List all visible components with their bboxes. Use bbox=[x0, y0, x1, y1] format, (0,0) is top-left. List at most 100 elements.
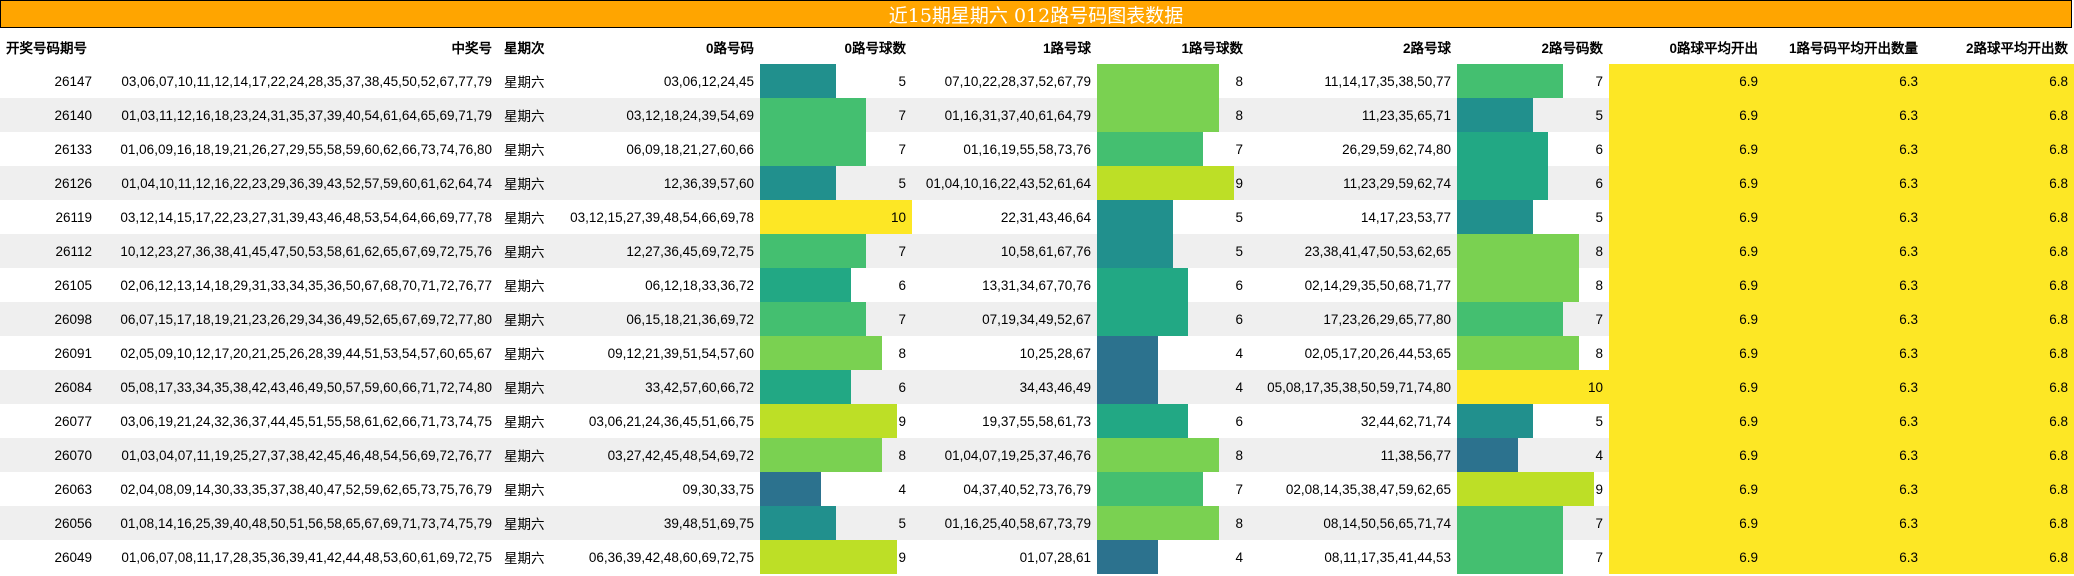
issue-cell[interactable]: 26084 bbox=[0, 370, 98, 404]
route2-avg-cell[interactable]: 6.8 bbox=[1924, 132, 2074, 166]
route2-count-cell[interactable]: 7 bbox=[1457, 540, 1609, 574]
issue-cell[interactable]: 26147 bbox=[0, 64, 98, 98]
route0-numbers-cell[interactable]: 09,12,21,39,51,54,57,60 bbox=[552, 336, 760, 370]
route2-count-cell[interactable]: 7 bbox=[1457, 302, 1609, 336]
route2-avg-cell[interactable]: 6.8 bbox=[1924, 268, 2074, 302]
route1-numbers-cell[interactable]: 07,10,22,28,37,52,67,79 bbox=[912, 64, 1097, 98]
route0-count-cell[interactable]: 7 bbox=[760, 302, 912, 336]
winning-numbers-cell[interactable]: 01,03,04,07,11,19,25,27,37,38,42,45,46,4… bbox=[98, 438, 498, 472]
route2-numbers-cell[interactable]: 02,14,29,35,50,68,71,77 bbox=[1249, 268, 1457, 302]
route1-count-cell[interactable]: 4 bbox=[1097, 540, 1249, 574]
route0-numbers-cell[interactable]: 06,12,18,33,36,72 bbox=[552, 268, 760, 302]
header-issue[interactable]: 开奖号码期号 bbox=[0, 29, 98, 64]
route1-count-cell[interactable]: 5 bbox=[1097, 234, 1249, 268]
route2-avg-cell[interactable]: 6.8 bbox=[1924, 302, 2074, 336]
route1-avg-cell[interactable]: 6.3 bbox=[1764, 98, 1924, 132]
route0-numbers-cell[interactable]: 06,15,18,21,36,69,72 bbox=[552, 302, 760, 336]
route1-avg-cell[interactable]: 6.3 bbox=[1764, 64, 1924, 98]
route0-numbers-cell[interactable]: 03,12,18,24,39,54,69 bbox=[552, 98, 760, 132]
winning-numbers-cell[interactable]: 02,04,08,09,14,30,33,35,37,38,40,47,52,5… bbox=[98, 472, 498, 506]
route1-count-cell[interactable]: 8 bbox=[1097, 438, 1249, 472]
winning-numbers-cell[interactable]: 05,08,17,33,34,35,38,42,43,46,49,50,57,5… bbox=[98, 370, 498, 404]
route0-avg-cell[interactable]: 6.9 bbox=[1609, 98, 1764, 132]
header-route0-count[interactable]: 0路号球数 bbox=[760, 29, 912, 64]
route0-numbers-cell[interactable]: 03,27,42,45,48,54,69,72 bbox=[552, 438, 760, 472]
route0-count-cell[interactable]: 6 bbox=[760, 370, 912, 404]
route2-numbers-cell[interactable]: 05,08,17,35,38,50,59,71,74,80 bbox=[1249, 370, 1457, 404]
winning-numbers-cell[interactable]: 02,05,09,10,12,17,20,21,25,26,28,39,44,5… bbox=[98, 336, 498, 370]
winning-numbers-cell[interactable]: 01,06,07,08,11,17,28,35,36,39,41,42,44,4… bbox=[98, 540, 498, 574]
route1-count-cell[interactable]: 6 bbox=[1097, 268, 1249, 302]
issue-cell[interactable]: 26140 bbox=[0, 98, 98, 132]
route1-avg-cell[interactable]: 6.3 bbox=[1764, 370, 1924, 404]
weekday-cell[interactable]: 星期六 bbox=[498, 506, 552, 540]
winning-numbers-cell[interactable]: 02,06,12,13,14,18,29,31,33,34,35,36,50,6… bbox=[98, 268, 498, 302]
issue-cell[interactable]: 26112 bbox=[0, 234, 98, 268]
route1-avg-cell[interactable]: 6.3 bbox=[1764, 472, 1924, 506]
route2-count-cell[interactable]: 8 bbox=[1457, 234, 1609, 268]
header-route1-count[interactable]: 1路号球数 bbox=[1097, 29, 1249, 64]
route1-count-cell[interactable]: 7 bbox=[1097, 132, 1249, 166]
route1-numbers-cell[interactable]: 01,16,19,55,58,73,76 bbox=[912, 132, 1097, 166]
weekday-cell[interactable]: 星期六 bbox=[498, 336, 552, 370]
route1-numbers-cell[interactable]: 01,04,10,16,22,43,52,61,64 bbox=[912, 166, 1097, 200]
route0-avg-cell[interactable]: 6.9 bbox=[1609, 234, 1764, 268]
weekday-cell[interactable]: 星期六 bbox=[498, 540, 552, 574]
route2-numbers-cell[interactable]: 11,38,56,77 bbox=[1249, 438, 1457, 472]
route0-avg-cell[interactable]: 6.9 bbox=[1609, 336, 1764, 370]
route0-avg-cell[interactable]: 6.9 bbox=[1609, 472, 1764, 506]
route2-numbers-cell[interactable]: 11,14,17,35,38,50,77 bbox=[1249, 64, 1457, 98]
winning-numbers-cell[interactable]: 03,06,19,21,24,32,36,37,44,45,51,55,58,6… bbox=[98, 404, 498, 438]
route0-count-cell[interactable]: 5 bbox=[760, 166, 912, 200]
winning-numbers-cell[interactable]: 03,12,14,15,17,22,23,27,31,39,43,46,48,5… bbox=[98, 200, 498, 234]
route2-numbers-cell[interactable]: 14,17,23,53,77 bbox=[1249, 200, 1457, 234]
route0-avg-cell[interactable]: 6.9 bbox=[1609, 438, 1764, 472]
route0-avg-cell[interactable]: 6.9 bbox=[1609, 370, 1764, 404]
route0-count-cell[interactable]: 7 bbox=[760, 98, 912, 132]
route2-numbers-cell[interactable]: 11,23,29,59,62,74 bbox=[1249, 166, 1457, 200]
route0-count-cell[interactable]: 4 bbox=[760, 472, 912, 506]
route2-count-cell[interactable]: 7 bbox=[1457, 64, 1609, 98]
route0-count-cell[interactable]: 7 bbox=[760, 234, 912, 268]
winning-numbers-cell[interactable]: 01,04,10,11,12,16,22,23,29,36,39,43,52,5… bbox=[98, 166, 498, 200]
route0-avg-cell[interactable]: 6.9 bbox=[1609, 268, 1764, 302]
route2-avg-cell[interactable]: 6.8 bbox=[1924, 540, 2074, 574]
route2-numbers-cell[interactable]: 23,38,41,47,50,53,62,65 bbox=[1249, 234, 1457, 268]
issue-cell[interactable]: 26126 bbox=[0, 166, 98, 200]
weekday-cell[interactable]: 星期六 bbox=[498, 404, 552, 438]
header-numbers[interactable]: 中奖号 bbox=[98, 29, 498, 64]
weekday-cell[interactable]: 星期六 bbox=[498, 370, 552, 404]
header-route0-avg[interactable]: 0路球平均开出 bbox=[1609, 29, 1764, 64]
route1-numbers-cell[interactable]: 01,07,28,61 bbox=[912, 540, 1097, 574]
winning-numbers-cell[interactable]: 03,06,07,10,11,12,14,17,22,24,28,35,37,3… bbox=[98, 64, 498, 98]
route1-numbers-cell[interactable]: 01,16,31,37,40,61,64,79 bbox=[912, 98, 1097, 132]
route0-count-cell[interactable]: 8 bbox=[760, 336, 912, 370]
route1-count-cell[interactable]: 4 bbox=[1097, 370, 1249, 404]
route2-avg-cell[interactable]: 6.8 bbox=[1924, 336, 2074, 370]
route2-avg-cell[interactable]: 6.8 bbox=[1924, 438, 2074, 472]
route2-count-cell[interactable]: 6 bbox=[1457, 166, 1609, 200]
header-route2-numbers[interactable]: 2路号球 bbox=[1249, 29, 1457, 64]
weekday-cell[interactable]: 星期六 bbox=[498, 200, 552, 234]
route2-avg-cell[interactable]: 6.8 bbox=[1924, 404, 2074, 438]
route2-avg-cell[interactable]: 6.8 bbox=[1924, 234, 2074, 268]
route0-numbers-cell[interactable]: 03,12,15,27,39,48,54,66,69,78 bbox=[552, 200, 760, 234]
route1-count-cell[interactable]: 8 bbox=[1097, 64, 1249, 98]
route0-count-cell[interactable]: 10 bbox=[760, 200, 912, 234]
weekday-cell[interactable]: 星期六 bbox=[498, 132, 552, 166]
route1-numbers-cell[interactable]: 22,31,43,46,64 bbox=[912, 200, 1097, 234]
route2-avg-cell[interactable]: 6.8 bbox=[1924, 370, 2074, 404]
route1-count-cell[interactable]: 7 bbox=[1097, 472, 1249, 506]
route1-numbers-cell[interactable]: 10,58,61,67,76 bbox=[912, 234, 1097, 268]
issue-cell[interactable]: 26105 bbox=[0, 268, 98, 302]
route1-numbers-cell[interactable]: 04,37,40,52,73,76,79 bbox=[912, 472, 1097, 506]
header-route0-numbers[interactable]: 0路号码 bbox=[552, 29, 760, 64]
issue-cell[interactable]: 26070 bbox=[0, 438, 98, 472]
winning-numbers-cell[interactable]: 06,07,15,17,18,19,21,23,26,29,34,36,49,5… bbox=[98, 302, 498, 336]
route2-numbers-cell[interactable]: 08,11,17,35,41,44,53 bbox=[1249, 540, 1457, 574]
route2-avg-cell[interactable]: 6.8 bbox=[1924, 166, 2074, 200]
issue-cell[interactable]: 26133 bbox=[0, 132, 98, 166]
route1-numbers-cell[interactable]: 19,37,55,58,61,73 bbox=[912, 404, 1097, 438]
weekday-cell[interactable]: 星期六 bbox=[498, 64, 552, 98]
route1-avg-cell[interactable]: 6.3 bbox=[1764, 268, 1924, 302]
